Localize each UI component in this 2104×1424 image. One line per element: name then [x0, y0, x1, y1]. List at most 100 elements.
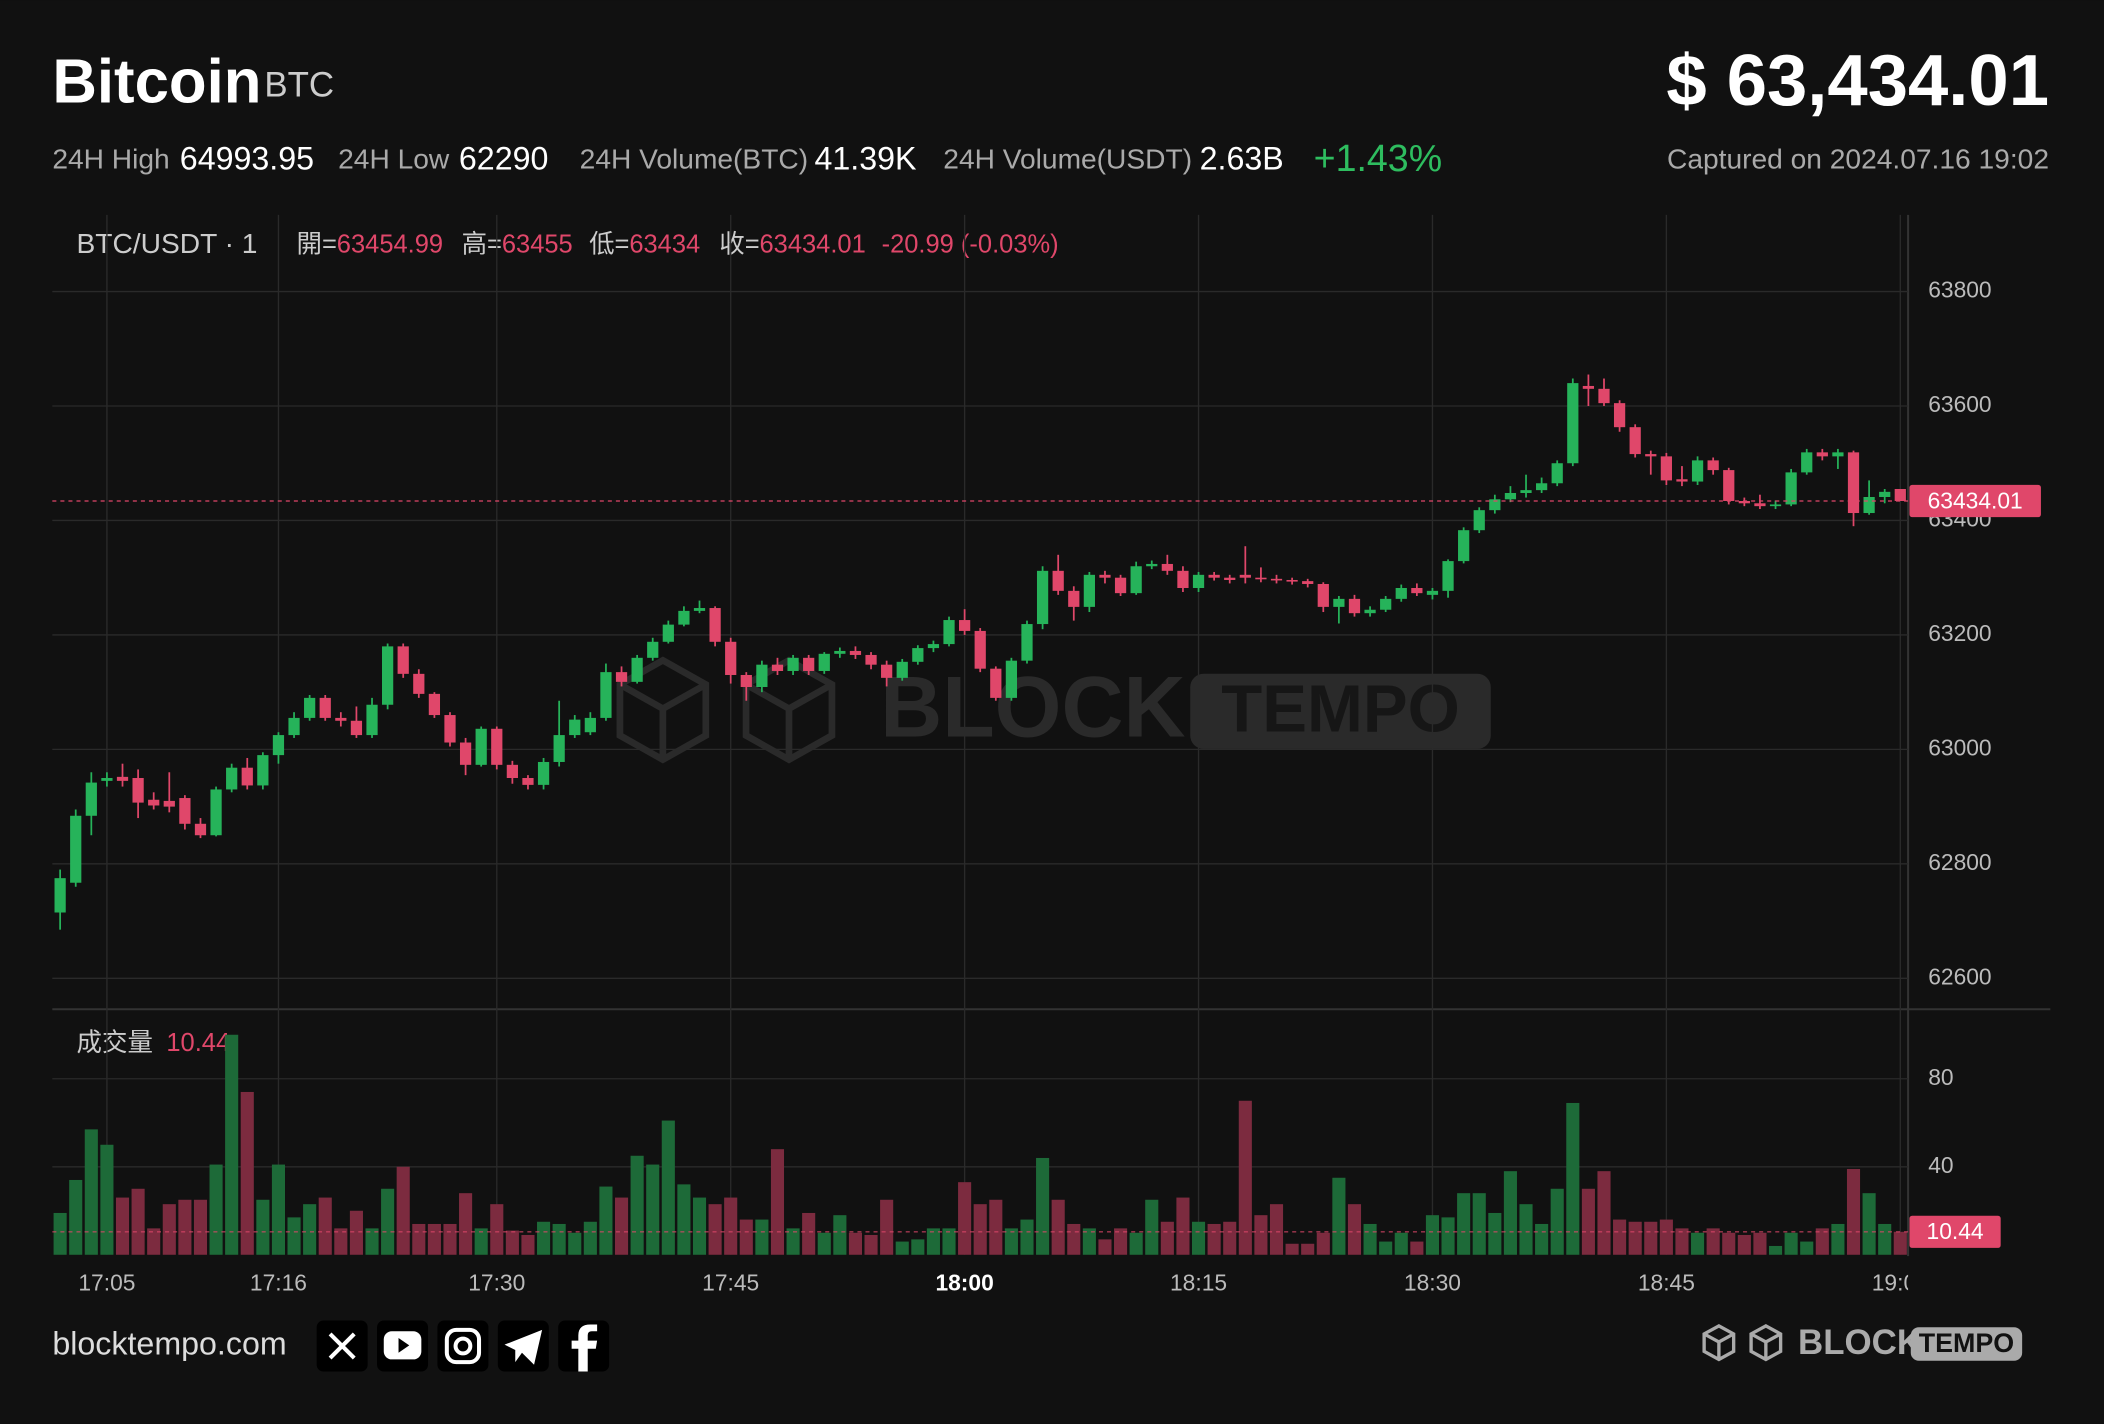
volume-bar — [1160, 1221, 1174, 1255]
volume-bar — [1753, 1232, 1767, 1255]
volume-bar — [786, 1228, 800, 1255]
candle-body — [319, 697, 331, 718]
volume-bar — [973, 1204, 987, 1255]
volume-legend-label: 成交量 — [76, 1029, 152, 1057]
candle-body — [834, 650, 846, 654]
volume-bar — [895, 1241, 909, 1255]
volume-bar — [240, 1091, 254, 1255]
candle-body — [1458, 530, 1470, 562]
volume-bar — [84, 1129, 98, 1255]
volume-bar — [334, 1228, 348, 1255]
y-tick-label: 63800 — [1928, 277, 1991, 303]
volume-bar — [1535, 1223, 1549, 1255]
footer-logo-text: BLOCK — [1798, 1323, 1922, 1362]
volume-bar — [303, 1204, 317, 1255]
candle-body — [927, 644, 940, 649]
watermark-text: BLOCK — [880, 660, 1185, 756]
x-tick-label: 18:00 — [935, 1269, 993, 1295]
candle-body — [1333, 598, 1345, 607]
volume-bar — [1394, 1232, 1408, 1255]
x-tick-label: 17:05 — [78, 1269, 135, 1295]
candle-body — [1442, 561, 1454, 591]
candle-body — [1005, 660, 1018, 698]
candle-body — [1239, 574, 1251, 578]
candle-body — [1863, 496, 1875, 514]
volume-bar — [162, 1204, 176, 1255]
volume-bar — [53, 1212, 67, 1255]
volume-bar — [1566, 1102, 1580, 1255]
volume-bar — [1191, 1221, 1206, 1255]
symbol: BTC — [264, 66, 334, 105]
volume-bar — [864, 1234, 878, 1255]
volume-bar — [817, 1232, 831, 1255]
candle-body — [1598, 388, 1610, 404]
volume-bar — [490, 1204, 504, 1255]
candle-body — [288, 717, 300, 736]
stat-label: 24H Volume(BTC) — [580, 143, 808, 175]
y-tick-label: 62800 — [1928, 849, 1991, 875]
volume-bar — [1846, 1168, 1861, 1255]
candle-body — [740, 674, 752, 688]
legend-label: 低= — [589, 230, 629, 258]
volume-tick-label: 80 — [1928, 1064, 1953, 1090]
candle-body — [428, 693, 441, 716]
candle-body — [257, 755, 269, 786]
volume-bar — [1238, 1100, 1252, 1255]
candle-body — [85, 782, 97, 816]
candle-body — [1224, 577, 1236, 580]
candle-body — [413, 673, 425, 694]
y-tick-label: 63200 — [1928, 620, 1991, 646]
candle-body — [787, 657, 799, 671]
stat-value: 41.39K — [814, 141, 917, 177]
candle-body — [1083, 574, 1095, 607]
volume-bar — [1488, 1212, 1502, 1255]
candle-body — [1613, 403, 1626, 428]
candle-body — [990, 668, 1002, 698]
volume-bar — [1425, 1215, 1440, 1255]
candle-body — [1676, 479, 1688, 482]
candle-body — [1879, 491, 1891, 497]
volume-bar — [287, 1217, 301, 1255]
candle-body — [1411, 587, 1423, 594]
stat-value: 2.63B — [1200, 141, 1284, 177]
volume-bar — [1644, 1221, 1658, 1255]
candle-body — [584, 717, 596, 733]
volume-bar — [911, 1239, 925, 1255]
candle-body — [818, 653, 830, 671]
volume-bar — [459, 1193, 473, 1255]
candle-body — [304, 697, 316, 718]
candle-body — [1645, 454, 1657, 457]
candle-body — [1348, 598, 1361, 614]
stat-label: 24H Volume(USDT) — [943, 143, 1192, 175]
candle-body — [1130, 566, 1142, 594]
candle-body — [1161, 563, 1173, 571]
candle-body — [865, 654, 877, 665]
icon-instagram-glyph — [444, 1327, 482, 1365]
price: $ 63,434.01 — [1666, 40, 2049, 121]
icon-x-glyph — [328, 1332, 356, 1360]
volume-bar — [505, 1230, 519, 1255]
volume-bar — [1659, 1219, 1673, 1255]
volume-bar — [614, 1197, 629, 1255]
volume-bar — [318, 1197, 332, 1255]
candle-body — [1068, 590, 1080, 607]
volume-bar — [443, 1223, 457, 1255]
candle-body — [1629, 427, 1641, 455]
candle-body — [974, 630, 986, 669]
candle-body — [226, 767, 238, 790]
candle-body — [366, 704, 378, 736]
watermark-text: TEMPO — [1221, 672, 1460, 747]
volume-bar — [256, 1199, 270, 1255]
volume-bar — [1472, 1193, 1486, 1255]
volume-bar — [583, 1221, 597, 1255]
candle-body — [1582, 385, 1595, 389]
volume-bar — [1176, 1197, 1190, 1255]
volume-bar — [708, 1204, 722, 1255]
volume-bar — [1862, 1193, 1876, 1255]
candle-body — [1723, 470, 1735, 502]
candle-body — [1426, 590, 1439, 595]
watermark: BLOCK TEMPO — [616, 656, 1491, 764]
candle-body — [569, 719, 581, 736]
volume-bar — [599, 1186, 613, 1255]
